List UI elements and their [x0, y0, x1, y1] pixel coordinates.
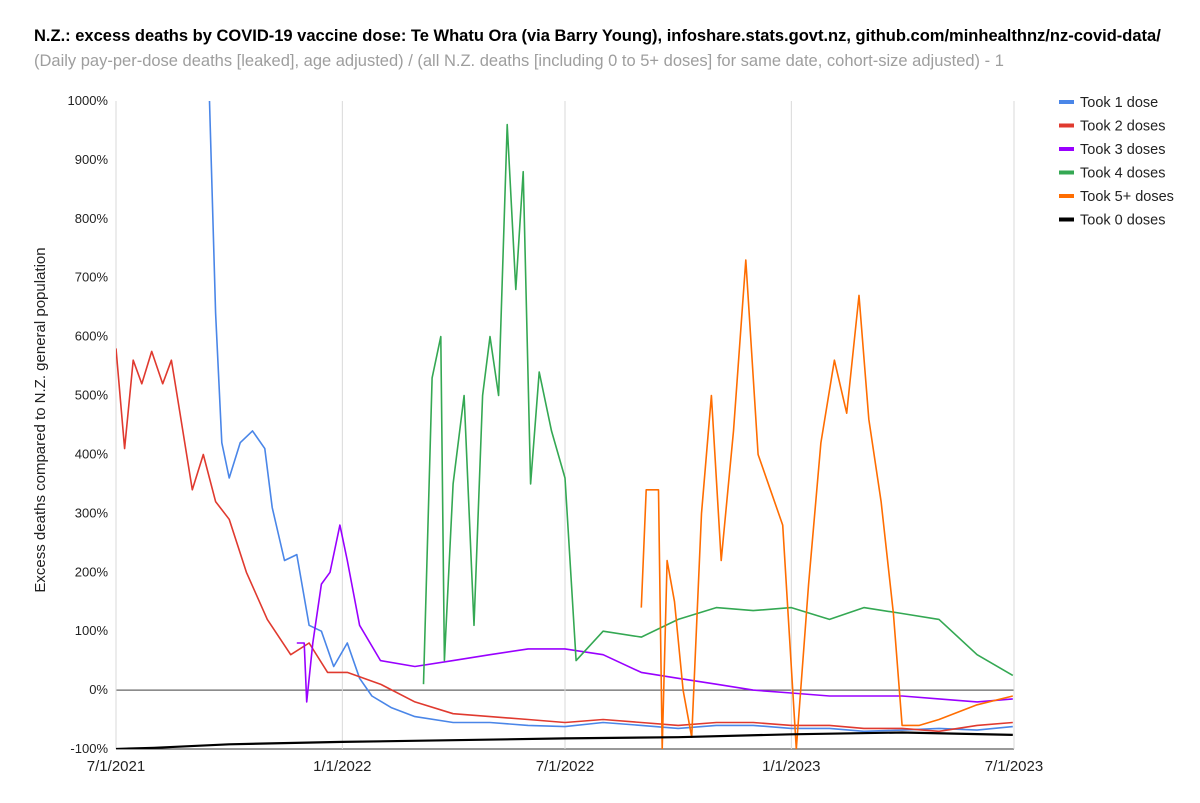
- legend-swatch: [1059, 147, 1074, 151]
- y-tick-label: 300%: [75, 505, 109, 520]
- legend-label: Took 1 dose: [1080, 95, 1158, 111]
- legend-swatch: [1059, 170, 1074, 175]
- grid: [115, 101, 1015, 750]
- legend: Took 1 dose Took 2 doses Took 3 doses Took …: [1059, 95, 1174, 229]
- series-line-2: [116, 348, 1013, 733]
- series-line-5: [640, 259, 1013, 749]
- y-tick-label: -100%: [70, 741, 108, 756]
- series-line-6: [116, 731, 1013, 749]
- legend-label: Took 5+ doses: [1080, 189, 1174, 205]
- legend-label: Took 4 doses: [1080, 166, 1165, 182]
- y-tick-label: 700%: [75, 270, 109, 285]
- legend-swatch: [1059, 100, 1074, 104]
- legend-label: Took 0 doses: [1080, 213, 1165, 229]
- series-line-3: [296, 524, 1013, 703]
- x-tick-label: 7/1/2021: [87, 758, 145, 775]
- legend-swatch: [1059, 217, 1074, 222]
- y-tick-label: 1000%: [68, 93, 109, 108]
- chart-title: N.Z.: excess deaths by COVID-19 vaccine …: [34, 27, 1161, 45]
- y-tick-label: 400%: [75, 446, 109, 461]
- y-tick-label: 900%: [75, 152, 109, 167]
- x-tick-label: 1/1/2023: [762, 758, 820, 775]
- y-axis-label: Excess deaths compared to N.Z. general p…: [32, 247, 49, 592]
- series-lines: [116, 101, 1014, 749]
- y-tick-label: 100%: [75, 623, 109, 638]
- y-tick-label: 500%: [75, 388, 109, 403]
- y-tick-label: 800%: [75, 211, 109, 226]
- series-line-1: [208, 101, 1013, 733]
- y-tick-label: 600%: [75, 329, 109, 344]
- x-tick-label: 1/1/2022: [313, 758, 371, 775]
- legend-label: Took 3 doses: [1080, 142, 1165, 158]
- legend-swatch: [1059, 194, 1074, 198]
- x-tick-label: 7/1/2022: [536, 758, 594, 775]
- chart-subtitle: (Daily pay-per-dose deaths [leaked], age…: [34, 52, 1004, 70]
- y-axis-ticks: 1000% 900% 800% 700% 600% 500% 400% 300% 200% 100…: [68, 93, 109, 756]
- x-axis-ticks: 7/1/2021 1/1/2022 7/1/2022 1/1/2023 7/1/2023: [87, 758, 1043, 775]
- series-line-4: [422, 123, 1014, 685]
- y-tick-label: 0%: [89, 682, 108, 697]
- y-tick-label: 200%: [75, 564, 109, 579]
- legend-swatch: [1059, 123, 1074, 128]
- legend-label: Took 2 doses: [1080, 119, 1165, 135]
- x-tick-label: 7/1/2023: [985, 758, 1043, 775]
